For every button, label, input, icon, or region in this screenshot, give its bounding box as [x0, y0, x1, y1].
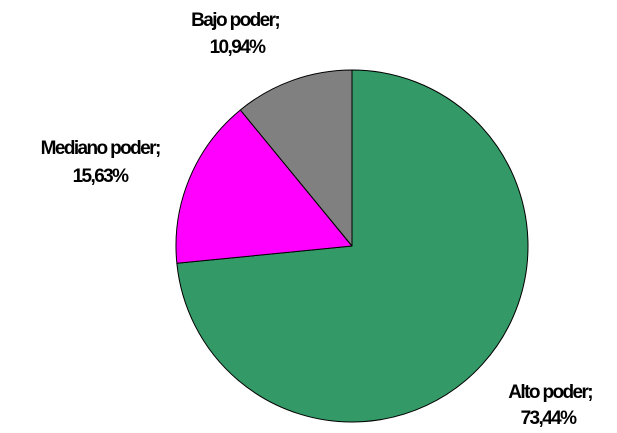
data-label-alto-poder-category: Alto poder;: [508, 382, 592, 403]
pie-slice-mediano-poder: [175, 109, 353, 264]
pie-slice-bajo-poder: [239, 69, 353, 247]
data-label-bajo-poder: Bajo poder; 10,94%: [191, 10, 283, 58]
data-label-mediano-poder: Mediano poder; 15,63%: [41, 138, 164, 187]
svg-text:Bajo poder; 10,94%: Bajo poder; 10,94%: [191, 10, 283, 58]
data-label-alto-poder: Alto poder; 73,44%: [508, 382, 595, 429]
data-label-bajo-poder-percent: 10,94%: [210, 37, 267, 58]
svg-text:Alto poder; 73,44%: Alto poder; 73,44%: [508, 382, 595, 429]
data-label-bajo-poder-category: Bajo poder;: [191, 10, 279, 31]
pie-slices: [175, 69, 529, 423]
svg-text:Mediano poder; 15,63%: Mediano poder; 15,63%: [41, 138, 164, 187]
data-label-alto-poder-percent: 73,44%: [521, 408, 578, 429]
data-label-mediano-poder-category: Mediano poder;: [41, 138, 160, 159]
data-label-mediano-poder-percent: 15,63%: [73, 166, 130, 187]
